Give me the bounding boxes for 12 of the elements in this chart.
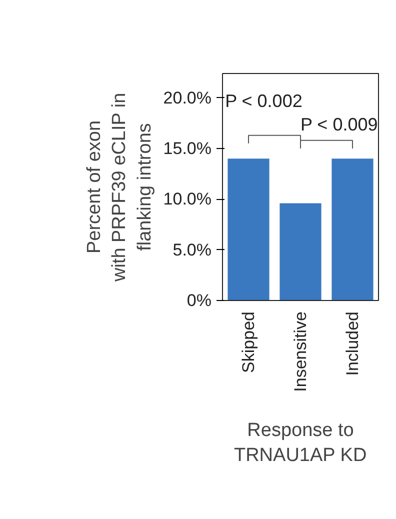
y-axis-title: Percent of exon with PRPF39 eCLIP in flanking introns — [84, 92, 156, 283]
annotation: P < 0.002 — [225, 90, 302, 111]
x-tick-label: Skipped — [239, 311, 258, 373]
y-tick-label: 5.0% — [172, 240, 212, 260]
x-axis-title: Response to TRNAU1AP KD — [234, 420, 367, 466]
y-tick-label: 0% — [186, 291, 212, 310]
x-tick-label: Included — [343, 311, 362, 376]
annotation: P < 0.009 — [300, 114, 378, 134]
y-tick-label: 15.0% — [163, 138, 212, 158]
x-tick-label: Insensitive — [291, 311, 310, 392]
y-tick-label: 10.0% — [163, 190, 212, 209]
y-tick-label: 20.0% — [163, 88, 212, 108]
